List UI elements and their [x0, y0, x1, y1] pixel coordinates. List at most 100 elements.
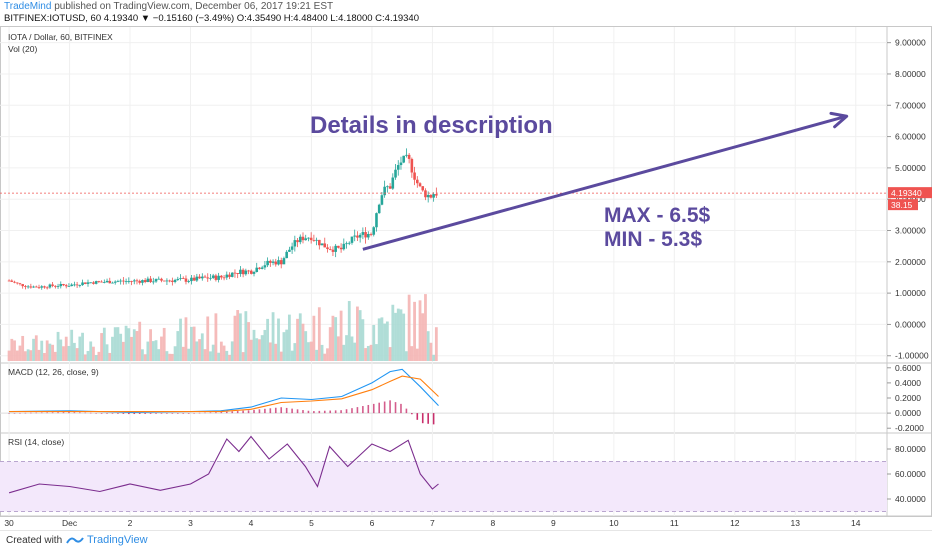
candle-body: [315, 239, 318, 241]
candle-body: [252, 272, 256, 274]
candle-body: [274, 261, 278, 265]
candle-body: [78, 285, 82, 286]
volume-bar: [399, 309, 403, 361]
candle-body: [260, 267, 264, 269]
candle-body: [10, 280, 14, 282]
candle-body: [331, 249, 335, 252]
volume-label: Vol (20): [8, 44, 37, 54]
candle-body: [432, 194, 435, 198]
candle-body: [192, 277, 196, 281]
volume-bar: [385, 321, 389, 361]
macd-histogram-bar: [362, 406, 364, 414]
candle-body: [92, 282, 95, 284]
volume-bar: [402, 313, 406, 361]
candle-body: [89, 282, 93, 284]
price-tick-label: 9.00000: [895, 38, 926, 48]
volume-bar: [43, 352, 46, 361]
candle-body: [318, 239, 321, 246]
macd-histogram-bar: [19, 412, 21, 414]
candle-body: [290, 246, 294, 250]
volume-bar: [200, 333, 204, 361]
last-price-label: 4.19340: [891, 188, 922, 198]
volume-bar: [92, 346, 95, 361]
macd-line: [9, 368, 439, 413]
macd-histogram-bar: [177, 413, 179, 414]
macd-tick-label: 0.4000: [895, 378, 921, 388]
volume-bar: [162, 327, 166, 361]
macd-histogram-bar: [383, 401, 386, 414]
candle-body: [48, 284, 52, 288]
volume-bar: [37, 349, 41, 361]
volume-bar: [287, 314, 291, 361]
publish-info: published on TradingView.com, December 0…: [51, 1, 334, 12]
volume-bar: [24, 351, 27, 361]
macd-histogram-bar: [215, 412, 217, 414]
rsi-line: [8, 435, 439, 494]
volume-bar: [266, 318, 270, 361]
candle-body: [350, 236, 354, 243]
candle-body: [13, 281, 16, 283]
macd-histogram-bar: [296, 409, 299, 414]
volume-bar: [388, 347, 392, 361]
macd-histogram-bar: [8, 413, 10, 414]
macd-histogram-bar: [302, 410, 304, 414]
macd-histogram-bar: [187, 413, 190, 414]
candle-body: [345, 243, 348, 245]
volume-bar: [108, 352, 112, 361]
macd-histogram-bar: [13, 413, 16, 414]
candle-body: [225, 274, 229, 278]
candle-body: [255, 267, 259, 273]
volume-bar: [217, 352, 221, 361]
tradingview-brand[interactable]: TradingView: [66, 534, 148, 546]
candle-body: [435, 194, 438, 196]
candle-body: [51, 284, 54, 286]
candle-body: [258, 267, 261, 269]
candle-body: [111, 282, 114, 284]
macd-histogram-bar: [432, 413, 435, 425]
volume-bar: [421, 313, 425, 361]
volume-bar: [241, 352, 245, 361]
macd-histogram-bar: [280, 407, 283, 414]
candle-body: [94, 281, 98, 284]
price-tick-label: 3.00000: [895, 226, 926, 236]
rsi-tick-label: 80.0000: [895, 444, 926, 454]
candle-body: [179, 278, 182, 279]
volume-bar: [198, 339, 201, 361]
volume-bar: [323, 353, 327, 361]
last-volume-tag: [888, 199, 918, 211]
candle-body: [105, 280, 109, 283]
candle-body: [108, 280, 112, 284]
candle-body: [171, 280, 174, 282]
volume-bar: [219, 341, 223, 361]
volume-bar: [405, 351, 408, 361]
candle-body: [247, 270, 250, 272]
volume-bar: [255, 338, 259, 361]
candle-body: [214, 275, 218, 280]
volume-bar: [268, 342, 272, 361]
volume-bar: [190, 326, 193, 361]
macd-histogram-bar: [111, 413, 114, 414]
volume-bar: [56, 331, 60, 361]
macd-histogram-bar: [149, 413, 152, 414]
candle-body: [388, 186, 392, 189]
annotation-arrow-shaft: [362, 114, 848, 251]
candle-body: [356, 235, 359, 238]
candle-body: [394, 169, 397, 178]
candle-body: [100, 281, 103, 283]
candle-body: [124, 281, 128, 283]
volume-bar: [236, 310, 240, 361]
volume-bar: [143, 354, 147, 361]
volume-bar: [331, 315, 335, 361]
chart-canvas[interactable]: 9.000008.000007.000006.000005.000004.000…: [0, 0, 932, 530]
candle-body: [149, 278, 152, 283]
rsi-pane-title: RSI (14, close): [8, 437, 64, 447]
volume-bar: [249, 339, 253, 361]
price-tick-label: 2.00000: [895, 257, 926, 267]
price-tick-label: 0.00000: [895, 319, 926, 329]
candle-body: [211, 275, 215, 278]
time-tick-label: 10: [609, 518, 619, 528]
macd-histogram-bar: [166, 413, 168, 414]
rsi-tick-label: 60.0000: [895, 469, 926, 479]
candle-body: [323, 243, 327, 248]
author-link[interactable]: TradeMind: [4, 1, 52, 12]
